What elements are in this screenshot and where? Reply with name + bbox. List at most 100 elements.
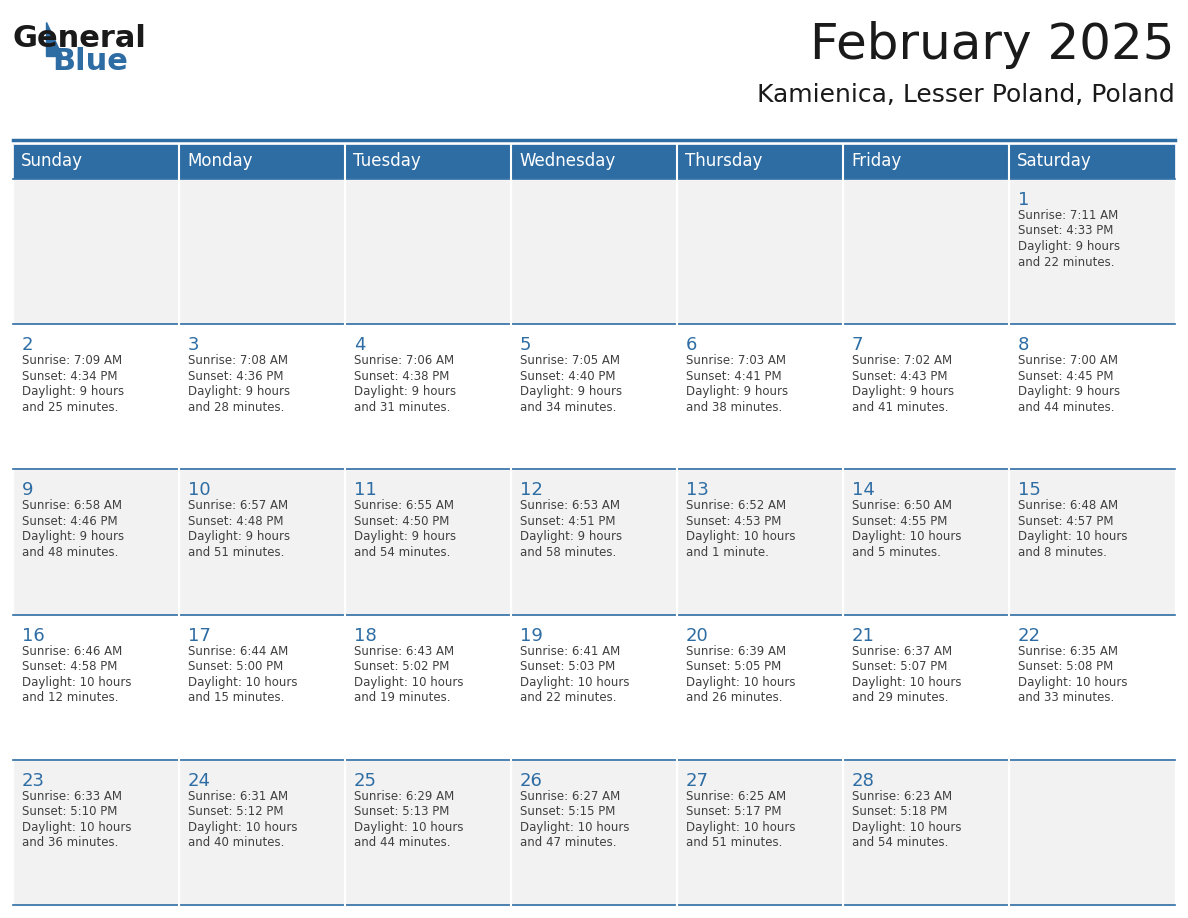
Text: 13: 13 [685, 481, 709, 499]
FancyBboxPatch shape [511, 469, 677, 614]
Text: 2: 2 [23, 336, 33, 354]
Text: 20: 20 [685, 627, 709, 644]
Text: Daylight: 10 hours: Daylight: 10 hours [354, 821, 463, 834]
FancyBboxPatch shape [13, 324, 179, 469]
Text: Sunset: 5:08 PM: Sunset: 5:08 PM [1018, 660, 1113, 673]
Text: Kamienica, Lesser Poland, Poland: Kamienica, Lesser Poland, Poland [757, 83, 1175, 107]
Text: 4: 4 [354, 336, 366, 354]
Text: and 33 minutes.: and 33 minutes. [1018, 691, 1114, 704]
FancyBboxPatch shape [13, 614, 179, 760]
FancyBboxPatch shape [843, 469, 1009, 614]
Text: Daylight: 10 hours: Daylight: 10 hours [1018, 531, 1127, 543]
Text: 23: 23 [23, 772, 45, 789]
Text: Sunrise: 7:03 AM: Sunrise: 7:03 AM [685, 354, 786, 367]
Text: and 1 minute.: and 1 minute. [685, 546, 769, 559]
FancyBboxPatch shape [1009, 614, 1175, 760]
FancyBboxPatch shape [179, 144, 345, 179]
Text: and 44 minutes.: and 44 minutes. [1018, 400, 1114, 414]
FancyBboxPatch shape [1009, 179, 1175, 324]
Text: Sunset: 4:50 PM: Sunset: 4:50 PM [354, 515, 449, 528]
Text: Daylight: 10 hours: Daylight: 10 hours [685, 821, 796, 834]
Text: and 15 minutes.: and 15 minutes. [188, 691, 284, 704]
Text: Monday: Monday [187, 152, 253, 171]
Text: Sunrise: 7:06 AM: Sunrise: 7:06 AM [354, 354, 454, 367]
Text: 12: 12 [520, 481, 543, 499]
Text: 24: 24 [188, 772, 211, 789]
Text: Sunrise: 6:33 AM: Sunrise: 6:33 AM [23, 789, 122, 803]
Text: Sunrise: 6:35 AM: Sunrise: 6:35 AM [1018, 644, 1118, 657]
Text: Tuesday: Tuesday [353, 152, 421, 171]
FancyBboxPatch shape [13, 179, 179, 324]
Text: Sunset: 4:36 PM: Sunset: 4:36 PM [188, 370, 284, 383]
FancyBboxPatch shape [511, 760, 677, 905]
FancyBboxPatch shape [677, 179, 843, 324]
Text: Sunrise: 6:55 AM: Sunrise: 6:55 AM [354, 499, 454, 512]
Text: Daylight: 9 hours: Daylight: 9 hours [23, 386, 124, 398]
FancyBboxPatch shape [13, 760, 179, 905]
Text: Sunset: 4:55 PM: Sunset: 4:55 PM [852, 515, 947, 528]
Text: and 22 minutes.: and 22 minutes. [1018, 255, 1114, 268]
Text: and 47 minutes.: and 47 minutes. [520, 836, 617, 849]
FancyBboxPatch shape [1009, 324, 1175, 469]
Text: and 31 minutes.: and 31 minutes. [354, 400, 450, 414]
Text: Daylight: 9 hours: Daylight: 9 hours [852, 386, 954, 398]
Text: Sunrise: 7:02 AM: Sunrise: 7:02 AM [852, 354, 952, 367]
Text: Thursday: Thursday [685, 152, 763, 171]
Text: Daylight: 9 hours: Daylight: 9 hours [1018, 240, 1120, 253]
Text: Sunrise: 6:29 AM: Sunrise: 6:29 AM [354, 789, 454, 803]
Text: and 40 minutes.: and 40 minutes. [188, 836, 284, 849]
Text: Sunset: 5:00 PM: Sunset: 5:00 PM [188, 660, 283, 673]
FancyBboxPatch shape [1009, 144, 1175, 179]
Text: 8: 8 [1018, 336, 1029, 354]
Text: and 12 minutes.: and 12 minutes. [23, 691, 119, 704]
Text: Sunrise: 6:31 AM: Sunrise: 6:31 AM [188, 789, 289, 803]
Text: Daylight: 9 hours: Daylight: 9 hours [1018, 386, 1120, 398]
Text: Sunrise: 7:09 AM: Sunrise: 7:09 AM [23, 354, 122, 367]
Text: and 26 minutes.: and 26 minutes. [685, 691, 783, 704]
FancyBboxPatch shape [345, 144, 511, 179]
Text: Sunrise: 6:41 AM: Sunrise: 6:41 AM [520, 644, 620, 657]
FancyBboxPatch shape [843, 144, 1009, 179]
Text: and 28 minutes.: and 28 minutes. [188, 400, 284, 414]
FancyBboxPatch shape [179, 614, 345, 760]
Text: Sunset: 4:33 PM: Sunset: 4:33 PM [1018, 225, 1113, 238]
Text: and 41 minutes.: and 41 minutes. [852, 400, 948, 414]
FancyBboxPatch shape [843, 324, 1009, 469]
Text: 15: 15 [1018, 481, 1041, 499]
Text: Sunrise: 6:48 AM: Sunrise: 6:48 AM [1018, 499, 1118, 512]
Text: Sunset: 4:51 PM: Sunset: 4:51 PM [520, 515, 615, 528]
Text: and 25 minutes.: and 25 minutes. [23, 400, 119, 414]
Text: Sunset: 4:34 PM: Sunset: 4:34 PM [23, 370, 118, 383]
FancyBboxPatch shape [511, 144, 677, 179]
Text: 17: 17 [188, 627, 211, 644]
Text: Daylight: 10 hours: Daylight: 10 hours [520, 821, 630, 834]
Text: Daylight: 10 hours: Daylight: 10 hours [354, 676, 463, 688]
FancyBboxPatch shape [677, 760, 843, 905]
Text: and 36 minutes.: and 36 minutes. [23, 836, 119, 849]
Text: Daylight: 10 hours: Daylight: 10 hours [188, 821, 297, 834]
Text: 19: 19 [520, 627, 543, 644]
Text: Sunrise: 6:23 AM: Sunrise: 6:23 AM [852, 789, 952, 803]
Text: 16: 16 [23, 627, 45, 644]
Text: 18: 18 [354, 627, 377, 644]
FancyBboxPatch shape [511, 324, 677, 469]
Text: Sunrise: 6:52 AM: Sunrise: 6:52 AM [685, 499, 786, 512]
FancyBboxPatch shape [511, 614, 677, 760]
Text: February 2025: February 2025 [810, 21, 1175, 69]
Text: Daylight: 10 hours: Daylight: 10 hours [188, 676, 297, 688]
FancyBboxPatch shape [179, 469, 345, 614]
Text: Sunset: 4:57 PM: Sunset: 4:57 PM [1018, 515, 1113, 528]
FancyBboxPatch shape [677, 614, 843, 760]
Text: Daylight: 10 hours: Daylight: 10 hours [23, 676, 132, 688]
Text: and 54 minutes.: and 54 minutes. [354, 546, 450, 559]
FancyBboxPatch shape [677, 469, 843, 614]
FancyBboxPatch shape [345, 179, 511, 324]
Text: Sunrise: 6:58 AM: Sunrise: 6:58 AM [23, 499, 122, 512]
FancyBboxPatch shape [179, 760, 345, 905]
Text: Sunrise: 7:05 AM: Sunrise: 7:05 AM [520, 354, 620, 367]
Text: and 58 minutes.: and 58 minutes. [520, 546, 617, 559]
Text: Daylight: 10 hours: Daylight: 10 hours [852, 676, 961, 688]
Text: Sunset: 5:07 PM: Sunset: 5:07 PM [852, 660, 947, 673]
Text: Sunset: 4:46 PM: Sunset: 4:46 PM [23, 515, 118, 528]
Text: Saturday: Saturday [1017, 152, 1092, 171]
